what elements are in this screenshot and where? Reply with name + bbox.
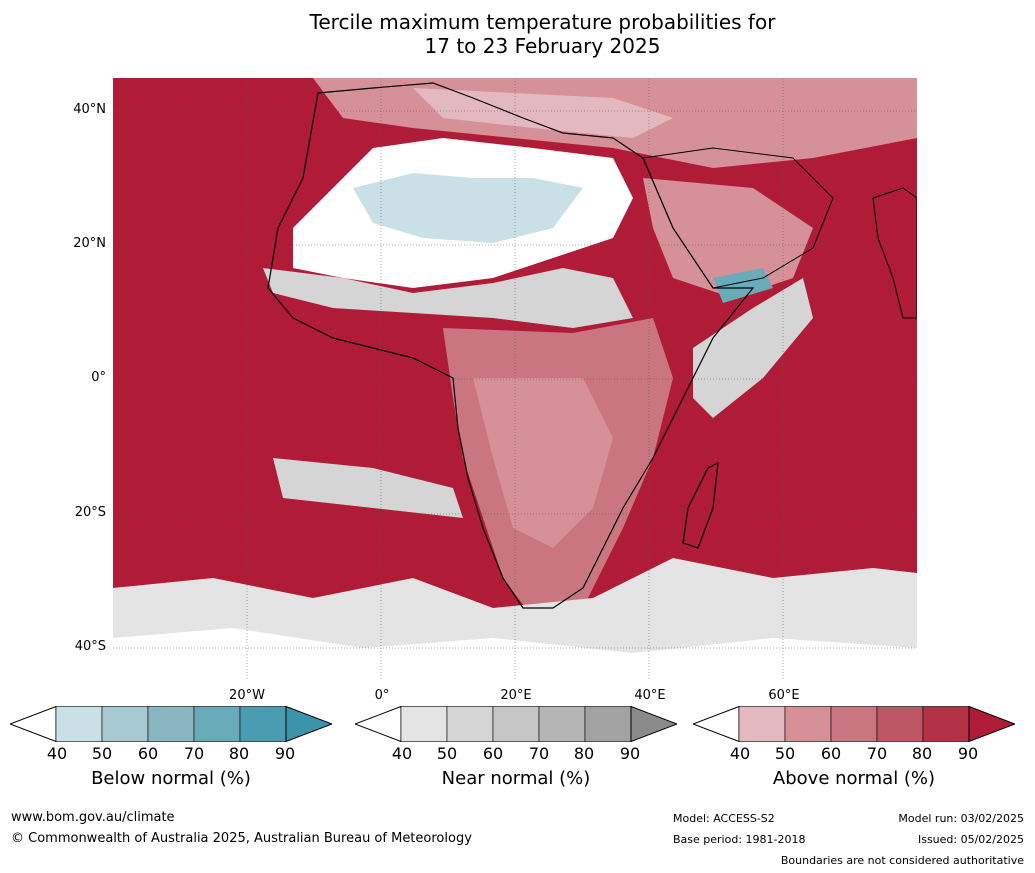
colorbar-ticks-below: 40 50 60 70 80 90 bbox=[10, 744, 332, 764]
cbar-tick: 90 bbox=[274, 744, 296, 763]
colorbar-segment bbox=[538, 706, 586, 742]
colorbar-near-normal bbox=[353, 705, 679, 743]
colorbar-segment bbox=[446, 706, 494, 742]
lat-label-20n: 20°N bbox=[73, 236, 106, 251]
probability-map bbox=[113, 78, 917, 681]
colorbar-below-normal bbox=[8, 705, 334, 743]
colorbar-title-near: Near normal (%) bbox=[441, 768, 591, 789]
sahara-below-normal bbox=[353, 173, 583, 243]
colorbar-segment bbox=[193, 706, 241, 742]
cbar-tick: 90 bbox=[619, 744, 641, 763]
lon-label-20w: 20°W bbox=[229, 688, 265, 703]
title-line-1: Tercile maximum temperature probabilitie… bbox=[309, 10, 776, 34]
lat-label-40n: 40°N bbox=[73, 102, 106, 117]
colorbar-segment bbox=[147, 706, 195, 742]
cbar-tick: 70 bbox=[866, 744, 888, 763]
colorbar-low-extend bbox=[691, 705, 740, 743]
cbar-tick: 50 bbox=[436, 744, 458, 763]
cbar-tick: 80 bbox=[911, 744, 933, 763]
colorbar-segment bbox=[922, 706, 970, 742]
colorbar-segment bbox=[101, 706, 149, 742]
cbar-tick: 80 bbox=[228, 744, 250, 763]
colorbar-title-above: Above normal (%) bbox=[772, 768, 936, 789]
colorbar-low-extend bbox=[353, 705, 402, 743]
cbar-tick: 60 bbox=[137, 744, 159, 763]
sahel-near-normal bbox=[263, 268, 633, 328]
colorbar-segment bbox=[492, 706, 540, 742]
graticule bbox=[113, 78, 917, 681]
cbar-tick: 90 bbox=[957, 744, 979, 763]
boundaries-disclaimer: Boundaries are not considered authoritat… bbox=[780, 854, 1024, 867]
colorbar-low-extend bbox=[8, 705, 57, 743]
africa-coastline bbox=[267, 82, 755, 609]
colorbar-segment bbox=[738, 706, 786, 742]
cbar-tick: 40 bbox=[391, 744, 413, 763]
website-link[interactable]: www.bom.gov.au/climate bbox=[11, 810, 175, 825]
colorbar-ticks-near: 40 50 60 70 80 90 bbox=[355, 744, 677, 764]
colorbar-high-extend bbox=[630, 705, 679, 743]
lon-label-0: 0° bbox=[374, 688, 390, 703]
cbar-tick: 50 bbox=[91, 744, 113, 763]
cbar-tick: 60 bbox=[820, 744, 842, 763]
lat-label-20s: 20°S bbox=[74, 505, 106, 520]
lat-label-40s: 40°S bbox=[74, 639, 106, 654]
lon-label-60e: 60°E bbox=[768, 688, 800, 703]
colorbar-high-extend bbox=[285, 705, 334, 743]
colorbar-above-normal bbox=[691, 705, 1017, 743]
lat-label-0: 0° bbox=[91, 370, 106, 385]
africa-central-light bbox=[473, 378, 613, 548]
model-name: Model: ACCESS-S2 bbox=[673, 812, 775, 825]
title-line-2: 17 to 23 February 2025 bbox=[424, 34, 661, 58]
arabia-region bbox=[643, 178, 813, 298]
base-period: Base period: 1981-2018 bbox=[673, 833, 806, 846]
cbar-tick: 40 bbox=[46, 744, 68, 763]
lon-label-20e: 20°E bbox=[500, 688, 532, 703]
madagascar-coastline bbox=[682, 461, 719, 549]
atlantic-near-normal-band bbox=[273, 458, 463, 518]
cbar-tick: 50 bbox=[774, 744, 796, 763]
colorbar-segment bbox=[55, 706, 103, 742]
colorbar-segment bbox=[876, 706, 924, 742]
cbar-tick: 70 bbox=[528, 744, 550, 763]
colorbar-segment bbox=[584, 706, 632, 742]
colorbar-segment bbox=[830, 706, 878, 742]
map-svg bbox=[113, 78, 917, 681]
cbar-tick: 70 bbox=[183, 744, 205, 763]
map-title: Tercile maximum temperature probabilitie… bbox=[0, 10, 1035, 58]
colorbar-segment bbox=[400, 706, 448, 742]
copyright-text: © Commonwealth of Australia 2025, Austra… bbox=[11, 831, 472, 846]
arabia-coastline bbox=[642, 147, 834, 289]
colorbar-title-below: Below normal (%) bbox=[91, 768, 251, 789]
colorbar-high-extend bbox=[968, 705, 1017, 743]
colorbar-ticks-above: 40 50 60 70 80 90 bbox=[693, 744, 1015, 764]
cbar-tick: 40 bbox=[729, 744, 751, 763]
cbar-tick: 80 bbox=[573, 744, 595, 763]
india-coastline bbox=[872, 187, 917, 319]
cbar-tick: 60 bbox=[482, 744, 504, 763]
issued-date: Issued: 05/02/2025 bbox=[917, 833, 1024, 846]
model-run-date: Model run: 03/02/2025 bbox=[898, 812, 1024, 825]
colorbar-segment bbox=[784, 706, 832, 742]
lon-label-40e: 40°E bbox=[634, 688, 666, 703]
colorbar-segment bbox=[239, 706, 287, 742]
red-sea-below-normal bbox=[713, 268, 773, 303]
